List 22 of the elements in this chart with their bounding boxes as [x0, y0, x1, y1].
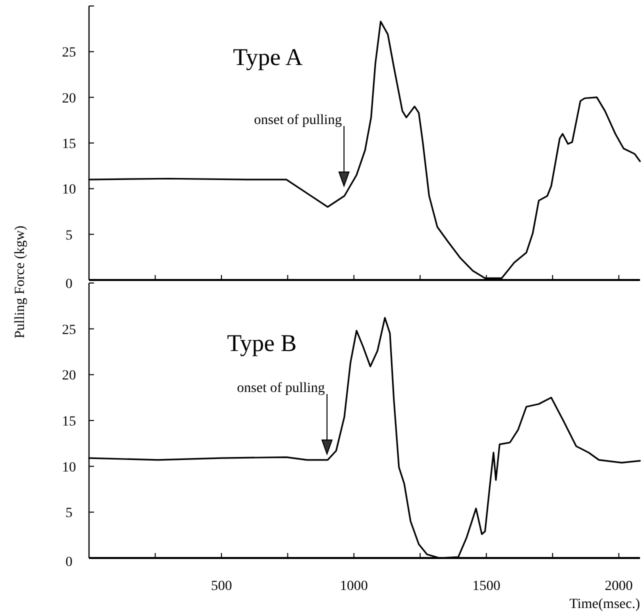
x-axis-title: Time(msec.) — [569, 597, 640, 612]
annotation: Type B — [227, 331, 297, 357]
y-tick-label: 5 — [66, 506, 72, 522]
annotation: onset of pulling — [254, 113, 342, 128]
x-tick-label: 2000 — [604, 579, 633, 594]
y-tick-label: 0 — [66, 277, 72, 292]
annotation: onset of pulling — [237, 381, 325, 396]
x-tick-label: 1500 — [472, 579, 500, 594]
y-tick-label: 25 — [62, 322, 76, 338]
y-tick-label: 20 — [62, 368, 76, 384]
y-tick-label: 10 — [62, 460, 76, 476]
y-tick-label: 0 — [66, 555, 72, 570]
y-tick-label: 20 — [62, 91, 76, 106]
annotation: Type A — [233, 45, 304, 71]
x-tick-label: 500 — [210, 579, 232, 594]
y-axis-title: Pulling Force (kgw) — [13, 225, 28, 338]
x-tick-label: 1000 — [340, 579, 368, 594]
y-tick-label: 10 — [62, 182, 76, 198]
y-tick-label: 5 — [66, 228, 72, 244]
y-tick-label: 15 — [62, 414, 76, 430]
y-tick-label: 15 — [62, 137, 76, 152]
y-tick-label: 25 — [62, 46, 76, 61]
